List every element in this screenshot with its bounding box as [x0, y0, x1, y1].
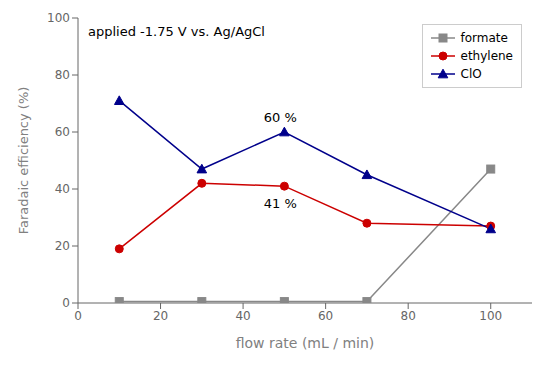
svg-text:40: 40: [55, 182, 70, 196]
html-text:ethylene: ethylene: [460, 49, 513, 63]
svg-text:40: 40: [235, 309, 250, 323]
svg-text:60: 60: [55, 125, 70, 139]
svg-text:0: 0: [74, 309, 82, 323]
html-text:formate: formate: [460, 31, 508, 45]
svg-text:60: 60: [318, 309, 333, 323]
svg-text:20: 20: [153, 309, 168, 323]
svg-text:80: 80: [401, 309, 416, 323]
svg-text:100: 100: [47, 11, 70, 25]
svg-text:80: 80: [55, 68, 70, 82]
html-text:ClO: ClO: [460, 67, 482, 81]
svg-text:flow rate (mL / min): flow rate (mL / min): [236, 335, 375, 351]
svg-text:0: 0: [62, 296, 70, 310]
svg-text:60 %: 60 %: [264, 110, 297, 125]
svg-text:100: 100: [479, 309, 502, 323]
html-text:applied -1.75 V vs. Ag/AgCl: applied -1.75 V vs. Ag/AgCl: [88, 24, 265, 39]
svg-text:41 %: 41 %: [264, 196, 297, 211]
svg-text:20: 20: [55, 239, 70, 253]
svg-text:Faradaic efficiency (%): Faradaic efficiency (%): [16, 87, 31, 235]
